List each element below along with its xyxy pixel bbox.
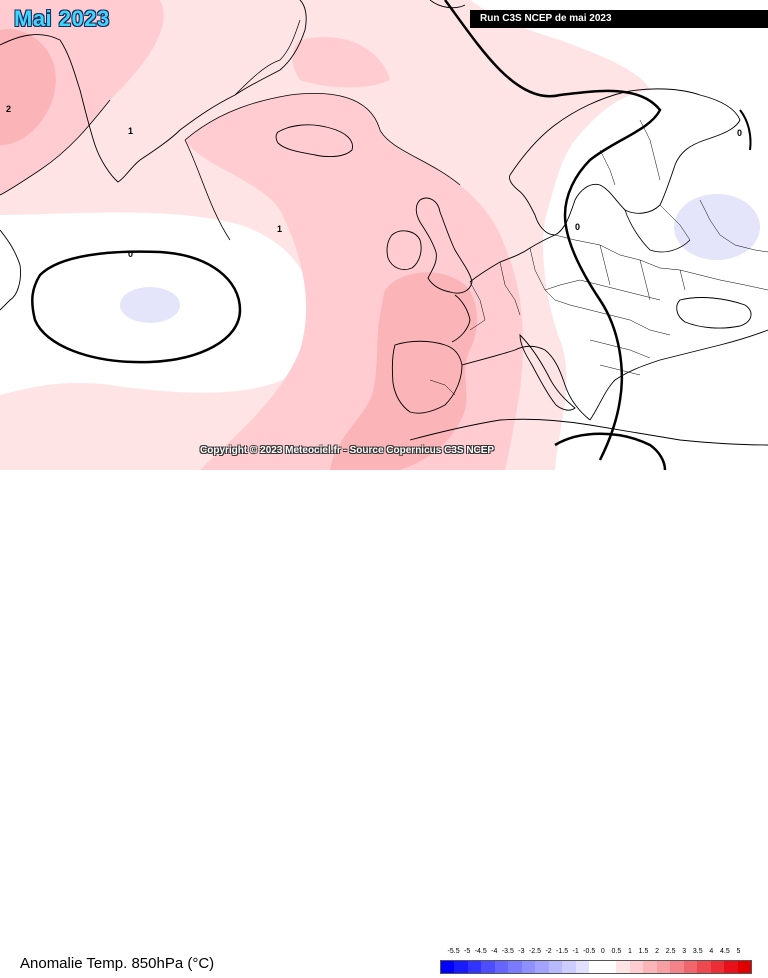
legend-swatch (535, 961, 549, 973)
legend-swatch (589, 961, 603, 973)
legend-tick-label: 3 (682, 948, 687, 955)
legend-swatch (656, 961, 671, 973)
legend-tick-label: -3.5 (501, 948, 514, 955)
europe-coast-west (469, 234, 556, 283)
legend-tick-label: -1.5 (556, 948, 569, 955)
legend-tick-label: 3.5 (692, 948, 703, 955)
legend-swatch (629, 961, 644, 973)
italy-outline (519, 333, 576, 411)
legend-swatch (737, 961, 752, 973)
legend-tick-label: 4.5 (719, 948, 730, 955)
legend-tick-label: 0 (600, 948, 605, 955)
contour-label-atlantic-zero: 0 (128, 249, 133, 259)
legend-tick-label: -5 (464, 948, 471, 955)
greenland-outline (0, 0, 307, 183)
ireland-outline (386, 230, 422, 270)
legend-swatch (441, 961, 455, 973)
legend-swatch (602, 961, 617, 973)
legend-tick-label: -4.5 (474, 948, 487, 955)
france-coast (451, 294, 471, 343)
footer-bar: Anomalie Temp. 850hPa (°C) -5.5 -5 -4.5 -4-… (0, 470, 768, 974)
legend-color-bar (440, 960, 752, 974)
legend-swatch (481, 961, 495, 973)
legend-swatch (710, 961, 725, 973)
legend-swatch (683, 961, 698, 973)
great-britain-outline (415, 197, 473, 294)
canada-coast (0, 229, 21, 311)
anomaly-field-15-2-iberia (330, 272, 477, 470)
legend-tick-label: -2 (545, 948, 552, 955)
iceland-outline (275, 124, 353, 158)
legend-tick-label: 1 (627, 948, 632, 955)
contour-0-south (554, 432, 667, 470)
legend-tick-label: -4 (491, 948, 498, 955)
balkans-coast (589, 329, 768, 421)
legend-tick-label: 4 (709, 948, 714, 955)
north-africa-coast (409, 418, 768, 446)
legend-swatch (548, 961, 563, 973)
legend-swatch (616, 961, 630, 973)
contour-0-russia (739, 109, 752, 151)
legend-tick-labels: -5.5 -5 -4.5 -4 -3.5 -3 -2.5 -2 -1.5 -1 -0.5 0 0.5 1 1… (440, 948, 752, 958)
mediterranean-north (461, 345, 591, 421)
contour-0-atlantic (31, 250, 242, 364)
country-borders (429, 119, 768, 396)
legend-swatch (724, 961, 738, 973)
color-legend: -5.5 -5 -4.5 -4 -3.5 -3 -2.5 -2 -1.5 -1 -0.5 0 0.5 1 1… (440, 948, 752, 978)
legend-swatch (697, 961, 711, 973)
cold-spot-russia (674, 194, 760, 260)
greenland-inner-coast (234, 19, 301, 96)
legend-tick-label: 2.5 (665, 948, 676, 955)
contour-1-mid (184, 139, 231, 241)
legend-tick-label: 1.5 (638, 948, 649, 955)
legend-swatch (467, 961, 482, 973)
legend-tick-label: -5.5 (447, 948, 460, 955)
legend-tick-label: 5 (736, 948, 741, 955)
legend-tick-label: -2.5 (528, 948, 541, 955)
contour-label-russia-zero: 0 (737, 128, 742, 138)
legend-swatch (643, 961, 657, 973)
legend-swatch (670, 961, 684, 973)
legend-swatch (575, 961, 590, 973)
anomaly-map: 2 1 1 0 0 0 (0, 0, 768, 470)
legend-swatch (454, 961, 468, 973)
contour-label-greenland: 2 (6, 104, 11, 114)
legend-swatch (521, 961, 536, 973)
legend-tick-label: -3 (518, 948, 525, 955)
black-sea-outline (676, 297, 752, 329)
variable-title: Anomalie Temp. 850hPa (°C) (20, 955, 215, 972)
legend-tick-label: 0.5 (611, 948, 622, 955)
baltic-coast (624, 209, 691, 253)
legend-tick-label: -1 (572, 948, 579, 955)
contour-0-europe (443, 0, 662, 461)
legend-tick-label: -0.5 (583, 948, 596, 955)
anomaly-field-1-15-north (292, 36, 390, 88)
anomaly-field-15-2-greenland (0, 29, 56, 145)
contour-label-mid-atlantic: 1 (277, 224, 282, 234)
contour-1-greenland (0, 99, 111, 196)
legend-swatch (562, 961, 576, 973)
svalbard-outline (429, 0, 466, 9)
run-label: Run C3S NCEP de mai 2023 (470, 10, 768, 28)
scandinavia-outline (509, 88, 741, 236)
month-title: Mai 2023 (14, 6, 110, 31)
iberia-outline (391, 340, 463, 414)
contour-label-north-atlantic: 1 (128, 126, 133, 136)
cold-spot-atlantic (120, 287, 180, 323)
contour-1-atlantic (184, 92, 461, 186)
legend-swatch (494, 961, 509, 973)
anomaly-field-0-05-europe (470, 0, 768, 470)
legend-swatch (508, 961, 522, 973)
legend-tick-label: 2 (655, 948, 659, 955)
copyright-notice: Copyright © 2023 Meteociel.fr - Source C… (200, 445, 495, 456)
contour-label-europe-zero: 0 (575, 222, 580, 232)
